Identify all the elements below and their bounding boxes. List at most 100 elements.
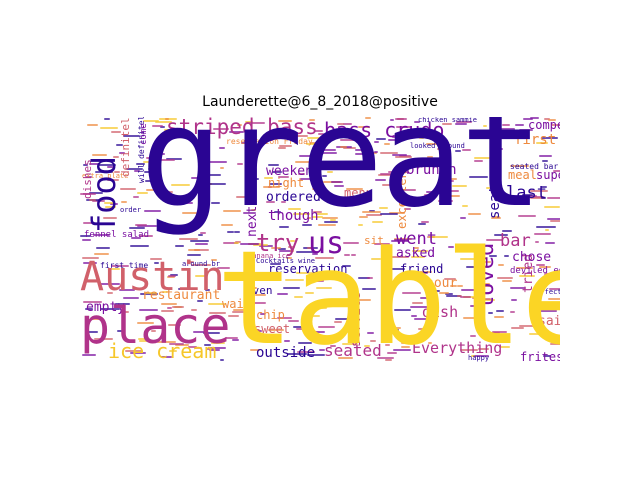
speck <box>307 306 317 308</box>
speck <box>217 266 231 269</box>
speck <box>535 264 546 267</box>
speck <box>394 308 411 311</box>
speck <box>116 330 122 333</box>
speck <box>130 351 147 354</box>
speck <box>125 168 143 171</box>
speck <box>300 177 317 180</box>
speck <box>352 298 372 301</box>
speck <box>115 303 130 306</box>
speck <box>543 355 552 358</box>
speck <box>193 346 202 349</box>
speck <box>540 186 547 189</box>
speck <box>168 275 177 278</box>
speck <box>530 299 536 302</box>
word-cocktails-wine: Cocktails wine <box>256 257 316 265</box>
speck <box>311 216 324 219</box>
speck <box>361 149 370 152</box>
speck <box>150 329 157 332</box>
speck <box>367 276 374 279</box>
speck <box>473 262 479 265</box>
speck <box>323 335 343 338</box>
speck <box>232 311 245 314</box>
word-comped: comped <box>528 118 560 132</box>
speck <box>194 248 209 251</box>
speck <box>519 325 536 328</box>
speck <box>398 155 412 158</box>
speck <box>306 315 320 318</box>
speck <box>460 216 466 219</box>
word-even: even <box>246 284 273 297</box>
speck <box>478 347 489 350</box>
speck <box>487 312 493 315</box>
speck <box>146 156 152 159</box>
speck <box>267 163 279 166</box>
speck <box>143 292 157 295</box>
speck <box>259 313 265 316</box>
speck <box>125 349 144 352</box>
speck <box>296 250 315 253</box>
speck <box>271 171 283 174</box>
speck <box>296 328 310 331</box>
speck <box>169 350 178 353</box>
speck <box>277 248 286 251</box>
speck <box>478 261 491 264</box>
speck <box>86 124 98 127</box>
speck <box>354 148 365 151</box>
speck <box>400 204 414 207</box>
speck <box>473 160 484 163</box>
speck <box>85 307 93 310</box>
speck <box>139 234 153 237</box>
speck <box>501 124 510 127</box>
speck <box>522 193 533 196</box>
speck <box>510 164 530 167</box>
word-fennel-salad: fennel salad <box>84 230 150 240</box>
speck <box>288 319 300 322</box>
speck <box>290 249 295 252</box>
speck <box>158 222 167 225</box>
speck <box>532 195 544 198</box>
speck <box>308 119 316 122</box>
speck <box>545 228 550 231</box>
speck <box>419 271 429 274</box>
speck <box>317 325 336 328</box>
speck <box>378 206 388 209</box>
speck <box>107 165 114 168</box>
speck <box>226 231 235 234</box>
speck <box>370 257 381 260</box>
speck <box>495 309 505 312</box>
speck <box>290 239 296 242</box>
speck <box>342 122 353 125</box>
speck <box>541 160 548 162</box>
speck <box>443 277 456 280</box>
speck <box>444 195 461 198</box>
speck <box>445 189 460 192</box>
word-ice-cream: ice cream <box>108 339 217 363</box>
speck <box>222 210 242 213</box>
speck <box>174 244 184 247</box>
speck <box>397 135 413 138</box>
word-first-time: first time <box>100 261 149 270</box>
word-table: table <box>216 222 560 363</box>
speck <box>338 356 353 359</box>
word-reservation-friday: reservation Friday <box>226 137 313 146</box>
speck <box>399 188 417 191</box>
speck <box>540 137 559 140</box>
speck <box>339 196 346 199</box>
speck <box>546 218 560 221</box>
speck <box>307 246 314 249</box>
speck <box>534 321 541 324</box>
word-bar: bar <box>500 231 531 251</box>
speck <box>373 243 391 246</box>
speck <box>394 238 409 241</box>
speck <box>220 224 234 227</box>
word-sit: sit <box>364 234 384 247</box>
speck <box>460 258 478 261</box>
speck <box>305 275 319 278</box>
speck <box>91 200 105 203</box>
speck <box>509 310 515 313</box>
speck <box>120 200 127 203</box>
speck <box>390 118 395 121</box>
speck <box>547 197 560 200</box>
speck <box>375 137 387 140</box>
word-chicken-sammie: chicken sammie <box>418 117 478 124</box>
